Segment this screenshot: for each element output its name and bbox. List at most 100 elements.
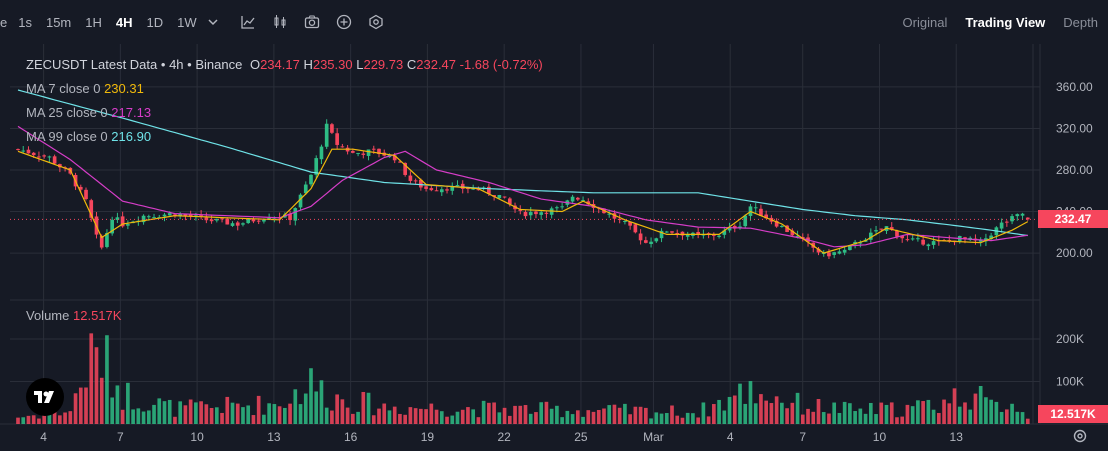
candle-body [832, 252, 837, 255]
candle-body [267, 218, 271, 220]
candle-body [26, 149, 31, 154]
timeframe-15m[interactable]: 15m [45, 14, 72, 30]
candle-body [612, 213, 617, 219]
x-axis-label: 10 [190, 430, 204, 444]
timeframe-partial[interactable]: e [0, 14, 8, 30]
volume-bar [581, 416, 585, 424]
candle-body [717, 235, 721, 237]
timeframe-1s[interactable]: 1s [18, 14, 32, 30]
volume-bar [832, 402, 837, 424]
view-trading-view[interactable]: Trading View [965, 14, 1046, 30]
volume-bar [178, 401, 183, 424]
timeframe-1w[interactable]: 1W [177, 14, 197, 30]
volume-bar [110, 397, 115, 424]
view-depth[interactable]: Depth [1063, 14, 1098, 30]
candle-body [617, 218, 622, 220]
volume-bar [126, 382, 130, 424]
candle-body [759, 208, 763, 216]
candle-body [487, 186, 491, 194]
candle-body [790, 230, 795, 236]
ma99-label: MA 99 close 0 [26, 129, 108, 144]
volume-bar [806, 408, 810, 424]
candle-body [1010, 216, 1014, 222]
volume-bar [42, 413, 46, 424]
exchange-name: Binance [195, 57, 243, 72]
volume-bar [199, 401, 203, 424]
change-percent: (-0.72%) [492, 57, 543, 72]
indicator-icon[interactable] [237, 11, 259, 33]
candle-body [392, 155, 397, 161]
candle-body [989, 235, 993, 240]
volume-bar [874, 414, 878, 424]
tradingview-logo[interactable] [26, 378, 64, 416]
volume-bar [429, 403, 434, 424]
candle-body [16, 149, 20, 151]
volume-bar [712, 404, 716, 424]
legend-separator: • [160, 57, 170, 72]
volume-bar [497, 412, 502, 424]
volume-bar [952, 388, 957, 424]
volume-bar [366, 392, 371, 424]
candle-body [413, 180, 418, 182]
volume-bar [31, 415, 36, 424]
volume-bar [152, 404, 156, 424]
candle-body [199, 215, 203, 217]
volume-bar [659, 413, 664, 424]
candle-body [324, 123, 329, 147]
candle-body [152, 217, 156, 219]
volume-bar [455, 411, 460, 424]
volume-bar [968, 409, 973, 424]
candle-body [1005, 221, 1009, 223]
candle-body [262, 219, 266, 222]
volume-bar [371, 415, 376, 424]
chevron-down-icon[interactable] [204, 15, 222, 30]
settings-gear-icon[interactable] [1072, 428, 1088, 447]
timeframe-1d[interactable]: 1D [146, 14, 164, 30]
volume-bar [282, 407, 287, 424]
candle-body [377, 148, 381, 155]
candle-body [476, 189, 481, 191]
volume-bar [973, 393, 978, 424]
candle-body [586, 201, 591, 205]
volume-bar [738, 383, 742, 424]
candle-body [842, 249, 847, 253]
candle-type-icon[interactable] [269, 11, 291, 33]
candle-body [868, 232, 873, 240]
candle-body [398, 161, 402, 163]
volume-bar [691, 413, 695, 424]
volume-bar [947, 403, 952, 424]
volume-bar [868, 402, 873, 424]
camera-icon[interactable] [301, 11, 323, 33]
timeframe-1h[interactable]: 1H [85, 14, 102, 30]
volume-bar [848, 403, 852, 424]
candle-body [52, 156, 57, 164]
volume-bar [780, 402, 784, 424]
candle-body [335, 133, 339, 145]
volume-bar [916, 400, 920, 424]
candle-body [178, 214, 183, 217]
candle-body [84, 189, 88, 200]
volume-bar [361, 391, 366, 424]
volume-bar [21, 417, 26, 424]
open-label: O [249, 57, 261, 72]
volume-bar [146, 410, 151, 424]
candle-body [445, 189, 449, 191]
add-icon[interactable] [333, 11, 355, 33]
candle-body [110, 219, 115, 234]
volume-bar [544, 401, 549, 424]
volume-bar [52, 408, 57, 424]
volume-bar [675, 415, 680, 424]
view-original[interactable]: Original [902, 14, 948, 30]
candle-body [126, 224, 130, 226]
settings-hex-icon[interactable] [365, 11, 387, 33]
candle-body [795, 235, 800, 237]
volume-bar [413, 408, 418, 424]
candle-body [356, 152, 360, 154]
candle-body [188, 214, 193, 217]
volume-bar [94, 347, 99, 424]
volume-bar [246, 405, 251, 424]
volume-bar [173, 416, 177, 424]
volume-bar [398, 413, 402, 424]
timeframe-4h[interactable]: 4H [115, 14, 133, 30]
